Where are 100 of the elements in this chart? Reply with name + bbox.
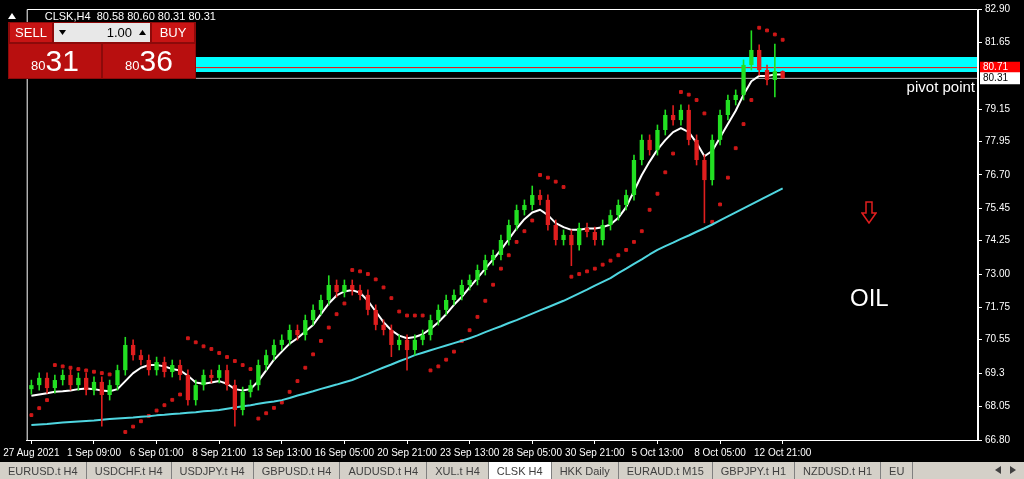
x-tick-label: 30 Sep 21:00 <box>565 446 626 458</box>
text: EURUSD.t H4 <box>0 462 87 479</box>
x-tick-label: 8 Oct 05:00 <box>694 446 747 458</box>
candlestick <box>201 368 206 392</box>
candlestick <box>498 233 504 262</box>
candlestick <box>373 303 378 332</box>
candlestick <box>530 184 535 212</box>
candlestick <box>177 358 183 382</box>
text: USDJPY.t H4 <box>171 462 254 479</box>
candlestick <box>670 104 676 127</box>
candlestick <box>436 303 441 327</box>
annotation: SELL <box>10 23 52 42</box>
y-tick-label: 76.70 <box>985 168 1011 180</box>
text: GBPUSD.t H4 <box>253 462 341 479</box>
text: AUDUSD.t H4 <box>340 462 428 479</box>
candlestick <box>725 93 731 122</box>
candlestick <box>764 63 770 87</box>
candlestick <box>624 188 629 212</box>
y-tick-label: 82.90 <box>985 2 1011 14</box>
candlestick <box>130 338 136 362</box>
candlestick <box>608 208 613 232</box>
candlestick <box>264 348 269 372</box>
text: GBPJPY.t H1 <box>712 462 795 479</box>
candlestick <box>52 373 58 395</box>
candlestick <box>428 313 433 342</box>
candlestick <box>107 378 112 402</box>
candlestick <box>310 303 316 327</box>
x-tick-label: 23 Sep 13:00 <box>439 446 500 458</box>
x-tick-label: 1 Sep 09:00 <box>67 446 122 458</box>
candlestick <box>240 385 245 417</box>
text: USDCHF.t H4 <box>86 462 172 479</box>
candlestick <box>217 363 222 385</box>
x-tick-label: 13 Sep 13:00 <box>252 446 312 458</box>
candlestick <box>514 203 519 232</box>
candlestick <box>592 225 597 247</box>
candlestick <box>569 228 574 267</box>
candlestick <box>639 133 644 167</box>
candlestick <box>326 274 331 307</box>
candlestick <box>702 153 707 224</box>
candlestick <box>577 221 582 252</box>
x-tick-label: 5 Oct 13:00 <box>631 446 684 458</box>
candlestick <box>115 363 120 392</box>
x-tick-label: 12 Oct 21:00 <box>754 446 812 458</box>
text: EU <box>881 462 914 479</box>
text: CLSK H4 <box>488 462 552 479</box>
y-tick-label: 73.00 <box>985 267 1011 279</box>
y-tick-label: 81.65 <box>985 36 1011 48</box>
candlestick <box>44 371 50 395</box>
candlestick <box>287 323 292 347</box>
candlestick <box>616 198 621 222</box>
candlestick <box>365 288 371 317</box>
chart-title: CLSK,H4 80.58 80.60 80.31 80.31 <box>44 10 216 23</box>
y-tick-label: 79.15 <box>985 103 1011 115</box>
annotation: BUY <box>152 23 194 42</box>
candlestick <box>162 355 167 379</box>
candlestick <box>647 133 652 157</box>
text: NZDUSD.t H1 <box>795 462 882 479</box>
candlestick <box>553 218 558 247</box>
candlestick <box>193 378 198 407</box>
candlestick <box>91 375 97 397</box>
candlestick <box>506 218 511 247</box>
y-tick-label: 71.75 <box>985 301 1011 313</box>
candlestick <box>772 43 777 99</box>
text: 80.31 <box>983 72 1009 84</box>
candlestick <box>600 218 605 247</box>
y-tick-label: 74.25 <box>985 234 1011 246</box>
y-tick-label: 77.95 <box>985 135 1011 147</box>
candlestick <box>412 333 417 357</box>
candlestick <box>154 355 159 377</box>
text: OIL <box>850 284 889 312</box>
candlestick <box>256 358 261 392</box>
y-tick-label: 66.80 <box>985 433 1011 445</box>
candlestick <box>757 43 762 77</box>
candlestick <box>444 293 449 317</box>
x-tick-label: 27 Aug 2021 <box>3 446 60 458</box>
annotation: 31 <box>45 44 79 77</box>
text: EURAUD.t M15 <box>618 462 713 479</box>
candlestick <box>84 371 89 397</box>
x-tick-label: 16 Sep 05:00 <box>314 446 375 458</box>
candlestick <box>694 133 699 167</box>
candlestick <box>663 108 668 137</box>
text: XUL.t H4 <box>427 462 489 479</box>
candlestick <box>475 263 480 287</box>
candlestick <box>749 29 754 72</box>
text: 80.71 <box>983 61 1009 73</box>
candlestick <box>303 313 308 342</box>
y-tick-label: 75.45 <box>985 202 1011 214</box>
annotation: 80 <box>31 58 46 73</box>
candlestick <box>318 293 324 317</box>
quantity-field: 1.00 <box>54 23 150 42</box>
x-tick-label: 20 Sep 21:00 <box>377 446 438 458</box>
text: HKK Daily <box>551 462 619 479</box>
annotation: 36 <box>139 44 173 77</box>
y-tick-label: 68.05 <box>985 400 1011 412</box>
candlestick <box>271 338 277 362</box>
candlestick <box>146 353 151 377</box>
x-tick-label: 8 Sep 21:00 <box>192 446 247 458</box>
x-tick-label: 28 Sep 05:00 <box>502 446 563 458</box>
y-tick-label: 69.3 <box>985 366 1005 378</box>
candlestick <box>404 333 410 372</box>
